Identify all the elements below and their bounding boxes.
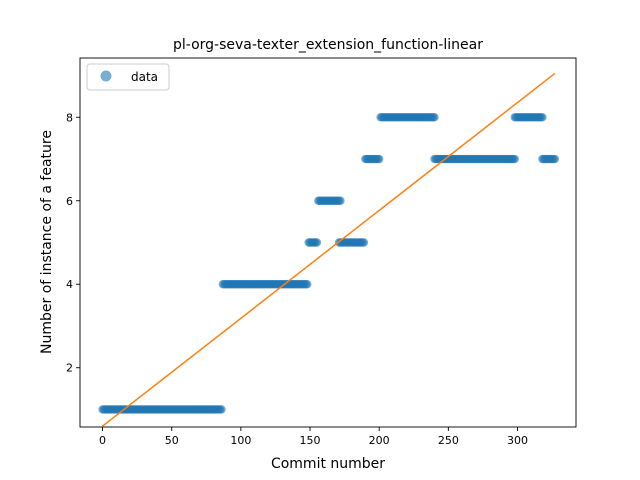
y-tick-label: 4 bbox=[66, 278, 73, 291]
plot-area bbox=[80, 58, 576, 427]
legend-frame bbox=[86, 63, 170, 91]
legend-label: data bbox=[131, 70, 158, 84]
data-point bbox=[550, 154, 560, 164]
chart-title: pl-org-seva-texter_extension_function-li… bbox=[173, 37, 483, 53]
data-point bbox=[359, 238, 369, 247]
legend-marker bbox=[100, 70, 112, 82]
data-point bbox=[336, 196, 345, 205]
y-tick-label: 6 bbox=[66, 195, 73, 208]
data-points bbox=[98, 113, 560, 414]
data-point bbox=[217, 405, 226, 414]
data-point bbox=[303, 280, 312, 289]
data-point bbox=[538, 113, 547, 122]
plot-frame bbox=[79, 57, 577, 428]
x-tick-label: 250 bbox=[438, 434, 459, 447]
x-tick-label: 0 bbox=[99, 434, 106, 447]
y-tick-label: 8 bbox=[66, 111, 73, 124]
x-tick-label: 150 bbox=[300, 434, 321, 447]
y-axis-label: Number of instance of a feature bbox=[39, 130, 55, 354]
fit-line bbox=[102, 72, 556, 427]
data-point bbox=[374, 154, 384, 164]
x-axis-ticks: 0 50 100 150 200 250 300 bbox=[99, 427, 528, 447]
x-axis-label: Commit number bbox=[271, 456, 385, 472]
x-tick-label: 100 bbox=[230, 434, 251, 447]
data-point bbox=[510, 154, 519, 164]
x-tick-label: 50 bbox=[165, 434, 179, 447]
y-axis-ticks: 2 4 6 8 bbox=[66, 111, 80, 375]
x-tick-label: 300 bbox=[507, 434, 528, 447]
data-point bbox=[312, 238, 322, 247]
x-tick-label: 200 bbox=[369, 434, 390, 447]
legend: data bbox=[86, 63, 170, 91]
data-point bbox=[430, 113, 439, 122]
y-tick-label: 2 bbox=[66, 362, 73, 375]
